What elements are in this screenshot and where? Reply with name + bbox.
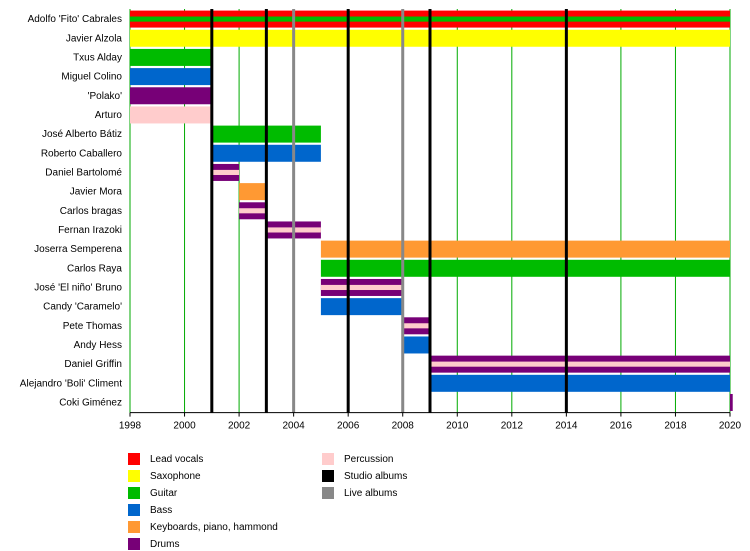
member-bar (130, 106, 212, 124)
member-bar (430, 374, 730, 392)
x-tick-label: 2018 (664, 421, 687, 432)
member-bar-stripe (211, 169, 240, 175)
member-bar-stripe (402, 323, 430, 329)
member-label: Daniel Bartolomé (45, 167, 122, 178)
member-label: Fernan Irazoki (58, 225, 122, 236)
member-label: Joserra Semperena (34, 244, 122, 255)
member-label: Coki Giménez (59, 397, 122, 408)
member-label: Arturo (95, 110, 123, 121)
member-label: Pete Thomas (63, 321, 122, 332)
x-tick-label: 2014 (555, 421, 578, 432)
member-bar-stripe (430, 361, 730, 367)
x-tick-label: 2020 (719, 421, 742, 432)
x-tick-label: 2002 (228, 421, 251, 432)
x-tick-label: 2006 (337, 421, 360, 432)
member-label: Andy Hess (74, 340, 122, 351)
member-bar-stripe (320, 284, 403, 291)
member-bar (320, 259, 730, 277)
member-label: Carlos Raya (67, 263, 122, 274)
member-bar (320, 298, 403, 316)
member-bar (130, 87, 212, 105)
member-label: Roberto Caballero (41, 148, 123, 159)
member-bar (239, 183, 267, 201)
member-label: Txus Alday (73, 52, 122, 63)
member-bar (402, 336, 430, 354)
x-axis: 1998 2000 2002 2004 2006 2008 2010 2012 2014 2016… (119, 412, 742, 432)
member-bar (130, 48, 212, 66)
x-tick-label: 2016 (610, 421, 633, 432)
member-label: 'Polako' (88, 91, 122, 102)
member-label: José 'El niño' Bruno (34, 282, 122, 293)
x-tick-label: 2012 (501, 421, 524, 432)
member-bar (730, 393, 733, 411)
member-label: Alejandro 'Boli' Climent (20, 378, 122, 389)
x-tick-label: 2008 (392, 421, 415, 432)
x-tick-label: 2000 (173, 421, 196, 432)
x-tick-label: 1998 (119, 421, 142, 432)
member-label: Carlos bragas (60, 206, 122, 217)
member-bar (130, 68, 212, 86)
member-label: José Alberto Bátiz (42, 129, 122, 140)
member-bar-stripe (239, 208, 267, 214)
member-label: Adolfo 'Fito' Cabrales (28, 14, 122, 25)
member-labels-layer: Adolfo 'Fito' Cabrales Javier Alzola Txus … (20, 14, 123, 408)
member-label: Candy 'Caramelo' (43, 302, 122, 313)
x-tick-label: 2010 (446, 421, 469, 432)
member-label: Daniel Griffin (64, 359, 122, 370)
x-tick-label: 2004 (283, 421, 306, 432)
member-label: Javier Alzola (66, 33, 123, 44)
album-lines-layer (210, 9, 568, 413)
member-label: Miguel Colino (61, 72, 122, 83)
member-bar (320, 240, 730, 258)
member-label: Javier Mora (70, 187, 123, 198)
